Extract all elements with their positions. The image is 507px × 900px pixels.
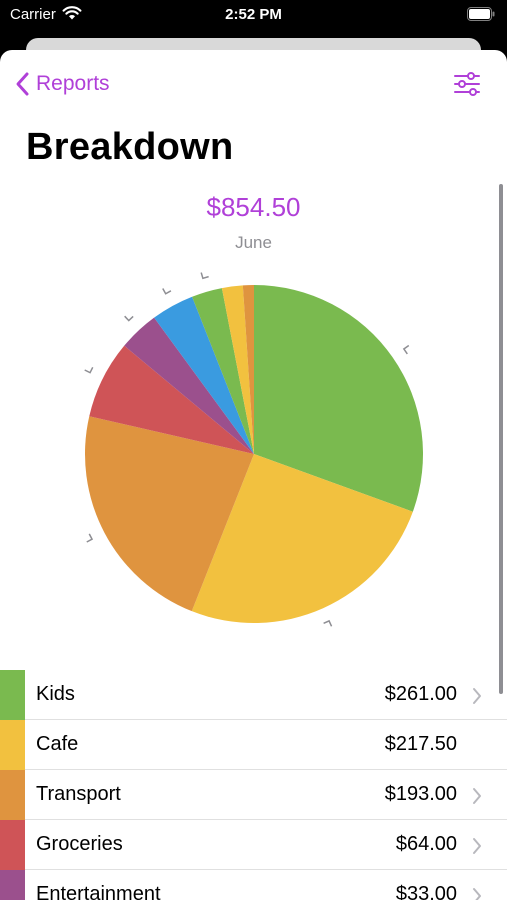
status-bar: Carrier 2:52 PM	[0, 0, 507, 30]
category-list: Kids $261.00 Cafe $217.50 Transport $193.00 Gr…	[0, 670, 507, 900]
page-title: Breakdown	[26, 126, 234, 168]
filter-icon[interactable]	[453, 70, 481, 98]
category-amount: $33.00	[395, 883, 457, 900]
category-color-swatch	[0, 670, 25, 720]
category-name: Cafe	[36, 733, 79, 755]
slice-marker	[323, 619, 333, 627]
category-amount: $64.00	[395, 833, 457, 855]
category-color-swatch	[0, 820, 25, 870]
pie-slice-6[interactable]	[192, 288, 254, 454]
category-amount: $261.00	[384, 683, 457, 705]
slice-marker	[86, 533, 94, 543]
category-name: Kids	[36, 683, 75, 705]
wifi-icon	[62, 6, 82, 20]
chevron-right-icon	[473, 688, 481, 704]
carrier-label: Carrier	[10, 6, 56, 23]
slice-marker	[402, 344, 410, 355]
pie-slice-groceries[interactable]	[89, 345, 254, 454]
navigation-bar: Reports	[0, 50, 507, 116]
category-name: Groceries	[36, 833, 123, 855]
chevron-right-icon	[473, 788, 481, 804]
category-color-swatch	[0, 720, 25, 770]
pie-slice-8[interactable]	[242, 285, 254, 454]
breakdown-sheet: Reports Breakdown $854.50 June Kids $261.…	[0, 50, 507, 900]
slice-marker	[84, 366, 94, 374]
pie-slice-7[interactable]	[221, 285, 254, 454]
category-row-transport[interactable]: Transport $193.00	[0, 770, 507, 820]
back-button[interactable]: Reports	[14, 68, 110, 100]
slice-marker	[162, 288, 172, 295]
category-name: Transport	[36, 783, 121, 805]
category-amount: $217.50	[384, 733, 457, 755]
scroll-indicator[interactable]	[499, 184, 503, 694]
category-row-kids[interactable]: Kids $261.00	[0, 670, 507, 720]
pie-slice-cafe[interactable]	[191, 454, 413, 623]
chevron-right-icon	[473, 838, 481, 854]
pie-slice-transport[interactable]	[84, 416, 254, 612]
pie-slice-entertainment[interactable]	[124, 317, 254, 454]
slice-marker	[124, 315, 134, 322]
category-row-entertainment[interactable]: Entertainment $33.00	[0, 870, 507, 900]
category-color-swatch	[0, 770, 25, 820]
chevron-left-icon	[16, 72, 29, 96]
category-row-groceries[interactable]: Groceries $64.00	[0, 820, 507, 870]
pie-slice-5[interactable]	[154, 296, 254, 454]
total-amount: $854.50	[206, 192, 301, 222]
pie-slice-kids[interactable]	[254, 285, 424, 512]
category-name: Entertainment	[36, 883, 161, 900]
category-amount: $193.00	[384, 783, 457, 805]
slice-marker	[200, 272, 209, 280]
status-time: 2:52 PM	[225, 6, 282, 23]
category-row-cafe[interactable]: Cafe $217.50	[0, 720, 507, 770]
back-button-label: Reports	[36, 72, 110, 95]
battery-icon	[467, 7, 495, 21]
pie-chart[interactable]	[0, 256, 507, 656]
category-color-swatch	[0, 870, 25, 900]
chevron-right-icon	[473, 888, 481, 900]
period-label: June	[235, 233, 272, 252]
